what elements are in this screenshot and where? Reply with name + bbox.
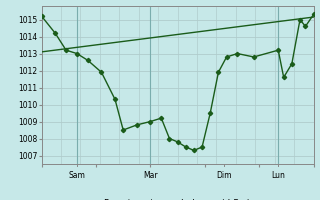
Text: Mar: Mar [143, 171, 158, 180]
Text: Dim: Dim [216, 171, 232, 180]
Text: Pression niveau de la mer( hPa ): Pression niveau de la mer( hPa ) [104, 199, 251, 200]
Text: Lun: Lun [271, 171, 285, 180]
Text: Sam: Sam [68, 171, 85, 180]
